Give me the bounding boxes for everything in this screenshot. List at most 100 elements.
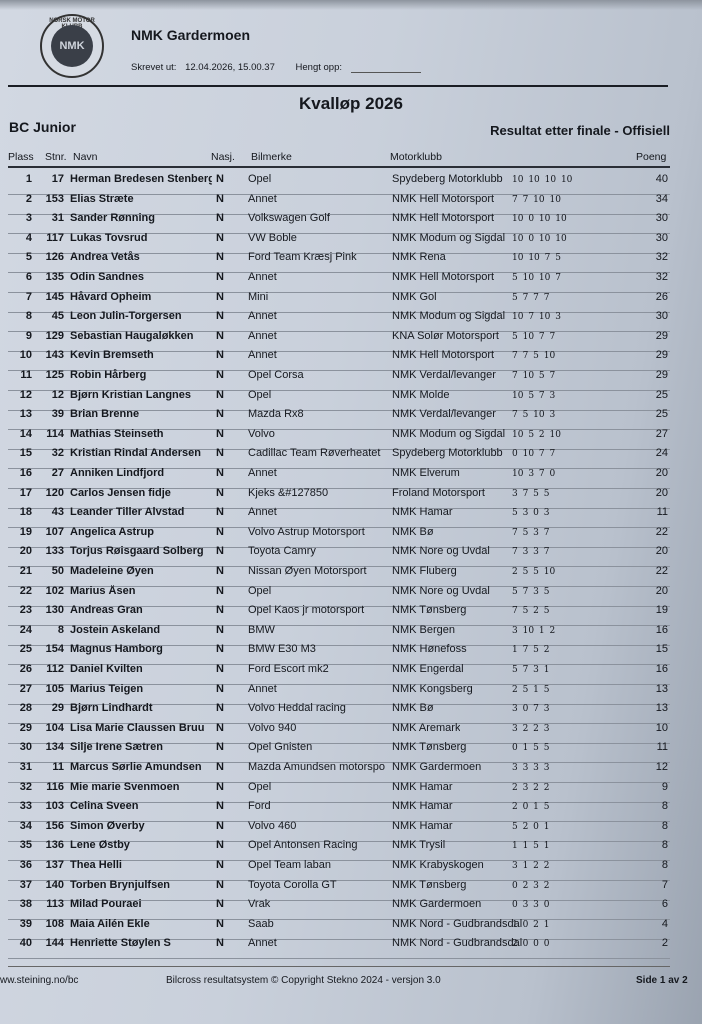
printed-value: 12.04.2026, 15.00.37	[185, 62, 275, 73]
heat-points: 3 0 7 3	[512, 704, 550, 715]
place: 7	[25, 290, 32, 303]
driver-name: Kristian Rindal Andersen	[70, 447, 202, 460]
nationality: N	[216, 231, 224, 244]
driver-name: Milad Pouraei	[70, 898, 142, 911]
car: VW Boble	[248, 231, 297, 244]
nationality: N	[216, 192, 224, 205]
place: 35	[19, 839, 32, 852]
table-row: 18 43 Leander Tiller Alvstad N Annet NMK Hama…	[0, 506, 702, 529]
car: Annet	[248, 682, 277, 695]
club: NMK Tønsberg	[392, 604, 467, 617]
total-points: 26	[655, 290, 668, 303]
start-number: 104	[45, 721, 64, 734]
place: 9	[25, 329, 32, 342]
start-number: 130	[45, 604, 64, 617]
footer-rule	[8, 966, 670, 967]
nationality: N	[216, 173, 224, 185]
start-number: 32	[51, 447, 64, 460]
driver-name: Torjus Røisgaard Solberg	[70, 545, 204, 558]
nationality: N	[216, 408, 224, 421]
place: 33	[19, 800, 32, 813]
table-row: 37 140 Torben Brynjulfsen N Toyota Corolla G…	[0, 878, 702, 901]
car: Annet	[248, 271, 277, 283]
car: Annet	[248, 310, 277, 323]
table-row: 15 32 Kristian Rindal Andersen N Cadillac Te…	[0, 447, 702, 470]
nationality: N	[216, 780, 224, 793]
car: Mini	[248, 290, 269, 303]
nationality: N	[216, 447, 224, 460]
total-points: 30	[655, 231, 668, 244]
club: NMK Gol	[392, 290, 437, 303]
nationality: N	[216, 545, 224, 558]
driver-name: Celina Sveen	[70, 800, 139, 813]
table-row: 13 39 Brian Brenne N Mazda Rx8 NMK Verdal/lev…	[0, 408, 702, 431]
driver-name: Torben Brynjulfsen	[70, 878, 171, 891]
table-row: 25 154 Magnus Hamborg N BMW E30 M3 NMK Hønefo…	[0, 643, 702, 666]
table-row: 14 114 Mathias Steinseth N Volvo NMK Modum og…	[0, 427, 702, 450]
place: 11	[20, 369, 32, 381]
nationality: N	[216, 878, 224, 891]
car: Ford	[248, 800, 271, 813]
club: NMK Verdal/levanger	[392, 408, 496, 421]
driver-name: Angelica Astrup	[70, 525, 154, 538]
club: KNA Solør Motorsport	[392, 329, 499, 342]
footer-url: ww.steining.no/bc	[0, 975, 79, 986]
start-number: 105	[45, 682, 64, 695]
place: 19	[19, 525, 32, 538]
col-plass: Plass	[8, 151, 34, 163]
table-row: 24 8 Jostein Askeland N BMW NMK Bergen 3 10 1 …	[0, 623, 702, 646]
nationality: N	[216, 741, 224, 754]
place: 37	[19, 878, 32, 891]
car: Ford Team Kræsj Pink	[248, 251, 357, 264]
total-points: 25	[655, 408, 668, 421]
club: NMK Hamar	[392, 506, 453, 519]
club: Froland Motorsport	[392, 486, 485, 499]
place: 32	[19, 780, 32, 793]
driver-name: Leander Tiller Alvstad	[70, 506, 185, 519]
table-row: 26 112 Daniel Kvilten N Ford Escort mk2 NMK E…	[0, 663, 702, 685]
result-status: Resultat etter finale - Offisiell	[490, 123, 670, 138]
table-row: 36 137 Thea Helli N Opel Team laban NMK Kraby…	[0, 859, 702, 881]
table-row: 3 31 Sander Rønning N Volkswagen Golf NMK Hel…	[0, 212, 702, 235]
car: Opel Kaos jr motorsport	[248, 604, 365, 617]
car: Opel	[248, 173, 272, 185]
start-number: 39	[51, 408, 64, 421]
total-points: 29	[655, 349, 668, 362]
place: 28	[19, 702, 32, 715]
start-number: 134	[45, 741, 64, 754]
car: Annet	[248, 192, 277, 205]
car: Vrak	[248, 898, 271, 911]
car: Ford Escort mk2	[248, 663, 329, 675]
car: BMW E30 M3	[248, 643, 316, 656]
table-row: 10 143 Kevin Bremseth N Annet NMK Hell Motors…	[0, 349, 702, 372]
heat-points: 3 1 2 2	[512, 861, 550, 871]
club: NMK Modum og Sigdal	[392, 427, 506, 440]
start-number: 17	[51, 173, 64, 185]
driver-name: Carlos Jensen fidje	[70, 486, 171, 499]
start-number: 114	[46, 427, 64, 440]
total-points: 20	[655, 545, 668, 558]
start-number: 117	[46, 231, 64, 244]
nationality: N	[216, 212, 224, 225]
place: 26	[19, 663, 32, 675]
club: NMK Hamar	[392, 780, 453, 793]
car: Kjeks &#127850	[248, 486, 329, 499]
table-row: 8 45 Leon Julin-Torgersen N Annet NMK Modum o…	[0, 310, 702, 333]
car: Mazda Amundsen motorspo	[248, 761, 385, 773]
place: 6	[25, 271, 32, 283]
heat-points: 5 10 10 7	[512, 273, 561, 283]
start-number: 102	[45, 584, 64, 597]
driver-name: Bjørn Lindhardt	[70, 702, 153, 715]
col-bilmerke: Bilmerke	[251, 151, 292, 163]
nationality: N	[216, 310, 224, 323]
place: 3	[25, 212, 32, 225]
driver-name: Marius Teigen	[70, 682, 144, 695]
heat-points: 7 5 2 5	[512, 606, 550, 617]
heat-points: 5 7 3 5	[512, 586, 550, 597]
start-number: 140	[45, 878, 64, 891]
start-number: 12	[51, 388, 64, 401]
heat-points: 5 7 3 1	[512, 665, 550, 675]
place: 8	[25, 310, 32, 323]
nationality: N	[216, 623, 224, 636]
club: NMK Krabyskogen	[392, 859, 484, 871]
